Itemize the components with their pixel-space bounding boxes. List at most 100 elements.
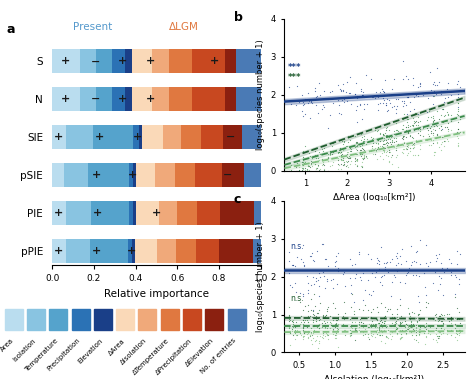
Point xyxy=(319,161,327,167)
Point xyxy=(426,324,433,330)
Point xyxy=(423,137,431,143)
Point xyxy=(334,327,341,333)
Point xyxy=(353,158,361,164)
Point xyxy=(447,260,455,266)
Point xyxy=(377,323,385,329)
Point xyxy=(384,327,392,333)
Point xyxy=(393,330,401,337)
Point xyxy=(438,311,445,317)
X-axis label: ΔIsolation (log₁₀[km²]): ΔIsolation (log₁₀[km²]) xyxy=(324,375,425,379)
Point xyxy=(393,268,401,274)
Point xyxy=(337,156,345,162)
Point xyxy=(402,134,410,140)
Point xyxy=(388,138,396,144)
Point xyxy=(419,269,427,276)
Point xyxy=(360,102,368,108)
Point xyxy=(412,332,419,338)
Point xyxy=(317,334,324,340)
Text: a: a xyxy=(6,23,15,36)
Point xyxy=(403,270,410,276)
Point xyxy=(392,145,400,151)
Point xyxy=(425,142,432,148)
Point xyxy=(334,97,342,103)
Point xyxy=(456,251,464,257)
Point xyxy=(317,274,324,280)
Point xyxy=(445,322,452,328)
Point xyxy=(378,150,386,156)
Point xyxy=(304,273,311,279)
Point xyxy=(422,323,430,329)
Bar xyxy=(254,239,261,263)
Point xyxy=(335,147,343,153)
Point xyxy=(416,316,423,323)
Point xyxy=(387,323,394,329)
Point xyxy=(311,152,319,158)
Point xyxy=(292,168,300,174)
Point xyxy=(447,127,455,133)
Point xyxy=(396,320,404,326)
Point xyxy=(285,324,293,330)
Point xyxy=(416,307,424,313)
Point xyxy=(329,149,337,155)
Point xyxy=(388,161,395,168)
Point xyxy=(387,91,394,97)
Point xyxy=(334,344,342,350)
Point xyxy=(402,146,410,152)
Point xyxy=(310,307,317,313)
Point xyxy=(380,100,387,106)
Point xyxy=(390,102,398,108)
Point xyxy=(453,330,460,336)
Point xyxy=(314,163,322,169)
Point xyxy=(382,313,389,319)
Point xyxy=(311,158,319,164)
Point xyxy=(429,132,437,138)
Point xyxy=(334,316,342,322)
Point xyxy=(376,153,383,159)
Point xyxy=(392,96,400,102)
Bar xyxy=(80,88,96,111)
Point xyxy=(370,331,377,337)
Point xyxy=(301,160,308,166)
Point xyxy=(335,328,342,334)
Point xyxy=(354,157,361,163)
Point xyxy=(424,327,432,334)
Bar xyxy=(195,163,222,187)
Point xyxy=(340,299,347,305)
Point xyxy=(300,336,307,342)
Point xyxy=(376,89,383,96)
Point xyxy=(360,332,367,338)
Point xyxy=(392,327,399,333)
Point xyxy=(306,150,313,156)
Point xyxy=(299,291,306,297)
Point xyxy=(382,322,389,328)
Point xyxy=(390,314,398,320)
Point xyxy=(455,330,462,336)
Point xyxy=(421,328,429,334)
Bar xyxy=(196,239,219,263)
Point xyxy=(339,87,347,93)
Point xyxy=(342,283,349,290)
Point xyxy=(438,141,445,147)
Point xyxy=(402,127,410,133)
Bar xyxy=(237,88,261,111)
Point xyxy=(368,143,375,149)
Point xyxy=(404,305,411,312)
Text: +: + xyxy=(133,132,142,142)
Point xyxy=(346,90,353,96)
Text: Temperature: Temperature xyxy=(24,337,59,373)
Point xyxy=(319,313,327,319)
Point xyxy=(303,155,310,161)
Point xyxy=(399,246,406,252)
Point xyxy=(379,144,386,150)
Point xyxy=(299,161,306,168)
Point xyxy=(351,144,358,150)
Point xyxy=(441,138,449,144)
Point xyxy=(376,146,383,152)
Point xyxy=(370,150,377,157)
Text: No. of entries: No. of entries xyxy=(200,337,237,375)
Point xyxy=(392,135,400,141)
Point xyxy=(392,153,400,160)
Point xyxy=(409,142,416,148)
Point xyxy=(342,332,349,338)
Point xyxy=(373,316,380,322)
